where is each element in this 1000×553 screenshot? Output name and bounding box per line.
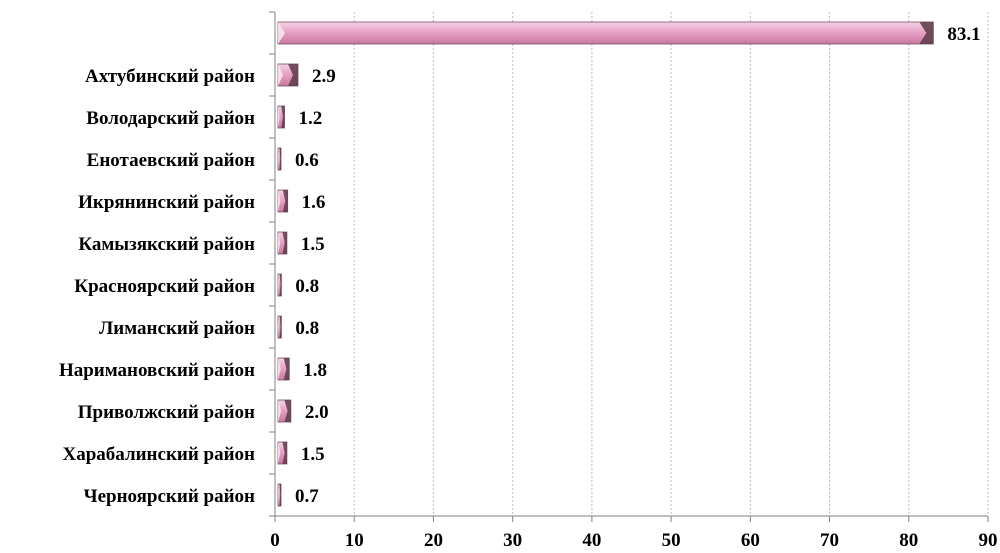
bar-bevel: [279, 316, 282, 338]
category-label: Камызякский район: [78, 234, 255, 255]
category-label: Енотаевский район: [87, 150, 255, 171]
bar-bevel: [279, 484, 281, 506]
category-label: Харабалинский район: [63, 444, 256, 465]
value-label: 2.0: [305, 402, 329, 423]
bar-bevel-left: [278, 442, 281, 464]
bar-bevel: [287, 64, 298, 86]
bar-bevel-left: [278, 358, 281, 380]
bar-bevel: [279, 274, 282, 296]
x-tick-label: 20: [424, 530, 443, 551]
x-tick-label: 60: [741, 530, 760, 551]
x-tick-label: 90: [979, 530, 998, 551]
value-label: 1.8: [303, 360, 327, 381]
bar-bevel-left: [278, 484, 279, 506]
value-label: 0.8: [295, 276, 319, 297]
x-tick-label: 40: [582, 530, 601, 551]
x-tick-label: 70: [820, 530, 839, 551]
bar-bevel: [284, 400, 291, 422]
bar-bevel-left: [278, 316, 279, 338]
bar: [277, 399, 292, 423]
bar-bevel: [283, 358, 290, 380]
bar-bevel: [282, 232, 287, 254]
bar-bevel: [282, 190, 288, 212]
value-label: 1.5: [301, 234, 325, 255]
category-label: Черноярский район: [84, 486, 255, 507]
value-label: 0.8: [295, 318, 319, 339]
bar-bevel: [282, 442, 287, 464]
category-label: Володарский район: [86, 108, 255, 129]
value-label: 83.1: [947, 24, 980, 45]
bar: [277, 315, 282, 339]
bar: [277, 189, 289, 213]
bar: [277, 105, 285, 129]
category-label: Икрянинский район: [78, 192, 255, 213]
bar: [277, 231, 288, 255]
gridlines: [353, 12, 989, 516]
category-label: Лиманский район: [99, 318, 255, 339]
x-tick-label: 80: [899, 530, 918, 551]
bar-bevel: [919, 22, 934, 44]
bar-bevel: [281, 106, 285, 128]
bar-bevel-left: [278, 106, 280, 128]
bar: [277, 441, 288, 465]
bar-bevel-left: [278, 64, 283, 86]
bars: [277, 21, 934, 507]
bar-bevel-left: [278, 400, 282, 422]
value-label: 1.6: [302, 192, 326, 213]
value-label: 0.7: [295, 486, 319, 507]
bar-bevel-left: [278, 22, 285, 44]
bar: [277, 147, 282, 171]
category-label: Красноярский район: [74, 276, 255, 297]
bar: [277, 483, 282, 507]
value-label: 0.6: [295, 150, 319, 171]
x-tick-label: 50: [662, 530, 681, 551]
category-label: Наримановский район: [59, 360, 255, 381]
category-label: Ахтубинский район: [85, 66, 255, 87]
bar-bevel-left: [278, 148, 279, 170]
value-label: 2.9: [312, 66, 336, 87]
value-label: 1.2: [299, 108, 323, 129]
category-label: Приволжский район: [78, 402, 255, 423]
bar-face: [277, 21, 934, 45]
bar: [277, 357, 290, 381]
bar-bevel-left: [278, 274, 279, 296]
bar-bevel-left: [278, 190, 281, 212]
axes: [269, 11, 989, 522]
labels: 0 10 20 30 40 50 60 70 80 90 83.1 2.9 Ахтубинский ра…: [59, 24, 998, 551]
x-tick-label: 10: [345, 530, 364, 551]
value-label: 1.5: [301, 444, 325, 465]
bar: [277, 21, 934, 45]
x-tick-label: 0: [270, 530, 280, 551]
bar-bevel: [279, 148, 281, 170]
bar: [277, 63, 299, 87]
bar: [277, 273, 282, 297]
bar-bevel-left: [278, 232, 281, 254]
x-tick-label: 30: [503, 530, 522, 551]
